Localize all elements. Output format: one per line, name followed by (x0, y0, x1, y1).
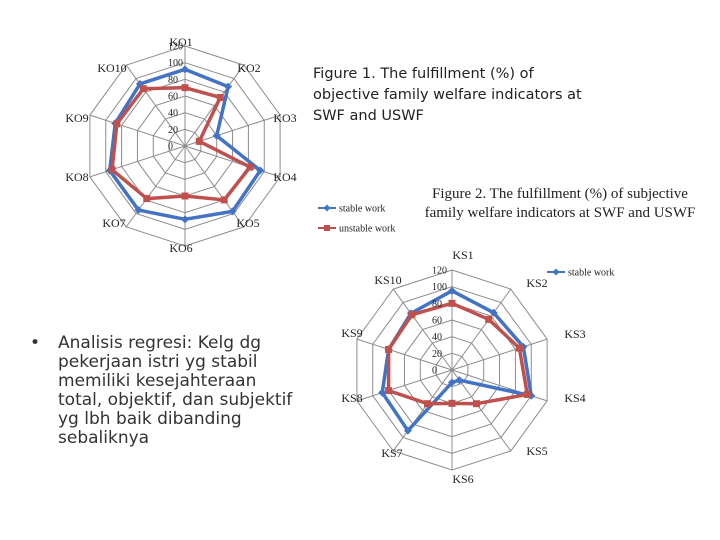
data-point-diamond (181, 65, 189, 74)
category-label: KS7 (381, 446, 402, 460)
category-label: KS10 (374, 273, 401, 287)
grid-spoke (392, 288, 453, 371)
data-point-square (113, 120, 121, 128)
category-label: KS1 (452, 248, 473, 262)
category-label: KS4 (564, 391, 585, 405)
tick-label: 40 (432, 332, 442, 343)
grid-spoke (392, 369, 453, 452)
grid-spoke (89, 145, 186, 178)
data-point-diamond (256, 166, 265, 175)
data-point-diamond (181, 215, 189, 224)
category-label: KO3 (273, 111, 296, 125)
data-point-square (448, 299, 456, 307)
grid-spoke (125, 145, 186, 228)
figure2-caption: Figure 2. The fulfillment (%) of subject… (424, 186, 696, 221)
tick-label: 0 (432, 366, 437, 377)
tick-label: 60 (168, 92, 178, 103)
data-point-square (246, 163, 254, 171)
tick-label: 40 (168, 108, 178, 119)
grid-spoke (184, 64, 245, 147)
tick-label: 120 (432, 266, 447, 277)
category-label: KS5 (526, 444, 547, 458)
data-point-square (139, 85, 147, 93)
data-point-diamond (489, 308, 498, 317)
tick-label: 80 (168, 75, 178, 86)
tick-label: 80 (432, 299, 442, 310)
grid-spoke (356, 369, 453, 402)
data-point-diamond (134, 206, 143, 215)
grid-spoke (184, 145, 281, 178)
data-point-diamond (448, 286, 456, 295)
data-point-square (385, 387, 393, 395)
data-point-diamond (212, 131, 221, 140)
category-label: KO10 (97, 61, 126, 75)
category-label: KS8 (341, 391, 362, 405)
category-label: KO4 (273, 170, 296, 184)
data-point-square (424, 400, 432, 408)
data-point-square (143, 195, 151, 203)
legend-label: stable work (568, 268, 614, 279)
category-label: KS3 (564, 327, 585, 341)
category-label: KS9 (341, 326, 362, 340)
data-point-diamond (448, 378, 456, 387)
grid-spoke (451, 369, 512, 452)
category-label: KO5 (236, 216, 259, 230)
category-label: KS6 (452, 472, 473, 486)
category-label: KO6 (169, 241, 192, 255)
data-point-square (108, 166, 116, 174)
category-label: KO2 (237, 61, 260, 75)
bullet-symbol: • (30, 333, 41, 353)
tick-label: 20 (432, 349, 442, 360)
data-point-square (216, 93, 224, 101)
grid-spoke (89, 114, 186, 147)
category-label: KO8 (65, 170, 88, 184)
data-point-square (181, 84, 189, 92)
tick-label: 0 (168, 142, 173, 153)
grid-spoke (451, 338, 548, 371)
grid-spoke (356, 338, 453, 371)
legend-label: stable work (339, 204, 385, 215)
data-point-square (472, 400, 480, 408)
category-label: KS2 (526, 276, 547, 290)
data-point-square (515, 344, 523, 352)
data-point-square (195, 137, 203, 145)
tick-label: 60 (432, 316, 442, 327)
data-point-square (385, 345, 393, 353)
data-point-square (485, 315, 493, 323)
category-label: KO1 (169, 35, 192, 49)
data-point-square (220, 196, 228, 204)
data-point-diamond (378, 388, 387, 397)
tick-label: 100 (168, 58, 183, 69)
data-point-diamond (403, 426, 412, 435)
data-point-diamond (228, 207, 237, 216)
tick-label: 20 (168, 125, 178, 136)
data-point-square (408, 311, 416, 319)
legend-label: unstable work (339, 224, 395, 235)
data-point-square (523, 390, 531, 398)
tick-label: 120 (168, 42, 183, 53)
category-label: KO7 (102, 216, 125, 230)
legend-marker (323, 204, 331, 212)
bullet-text: Analisis regresi: Kelg dg pekerjaan istr… (58, 333, 293, 448)
legend-marker (324, 225, 330, 231)
tick-label: 100 (432, 282, 447, 293)
grid-spoke (451, 288, 512, 371)
data-point-diamond (455, 376, 464, 385)
data-point-diamond (224, 82, 233, 91)
data-point-square (181, 192, 189, 200)
category-label: KO9 (65, 111, 88, 125)
legend-marker (552, 268, 560, 276)
grid-spoke (125, 64, 186, 147)
figure1-caption: Figure 1. The fulfillment (%) of objecti… (313, 66, 582, 124)
data-point-square (448, 399, 456, 407)
